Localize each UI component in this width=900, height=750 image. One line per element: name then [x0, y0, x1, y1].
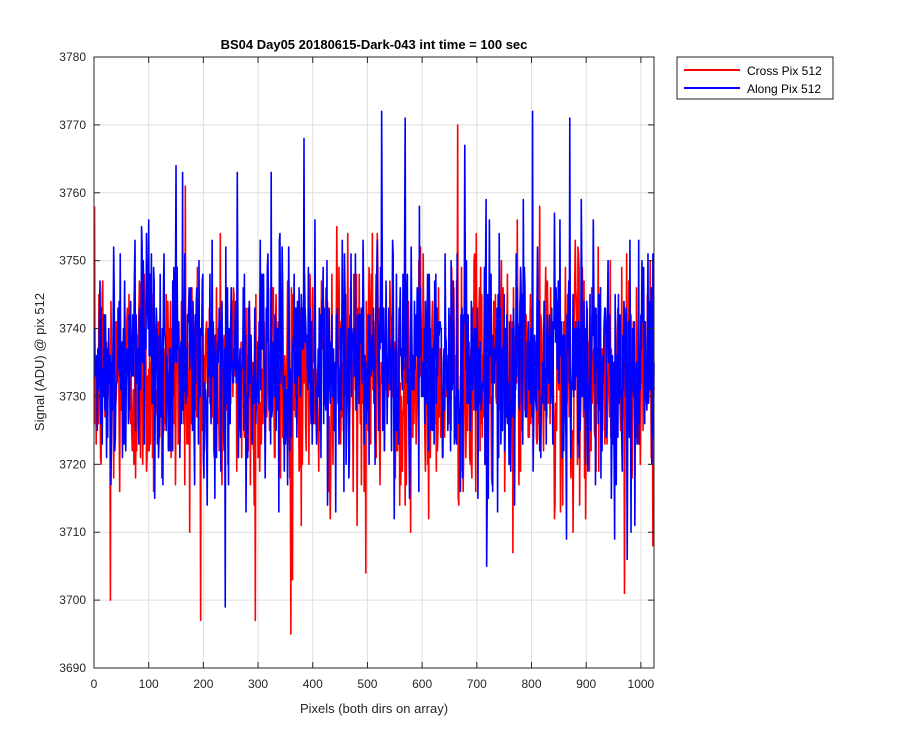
y-tick-label: 3760	[59, 186, 86, 200]
legend-label-cross: Cross Pix 512	[747, 64, 822, 78]
series-line-along-pix	[93, 110, 655, 608]
y-tick-label: 3690	[59, 661, 86, 675]
x-tick-label: 700	[467, 677, 487, 691]
chart-title: BS04 Day05 20180615-Dark-043 int time = …	[221, 37, 528, 52]
y-tick-label: 3750	[59, 254, 86, 268]
legend-box	[676, 56, 834, 100]
legend: Cross Pix 512 Along Pix 512	[676, 56, 834, 100]
x-tick-label: 400	[303, 677, 323, 691]
x-tick-label: 500	[357, 677, 377, 691]
y-tick-label: 3740	[59, 322, 86, 336]
y-tick-label: 3730	[59, 389, 86, 403]
x-tick-label: 0	[91, 677, 98, 691]
y-tick-label: 3780	[59, 50, 86, 64]
x-tick-label: 600	[412, 677, 432, 691]
y-tick-label: 3720	[59, 457, 86, 471]
x-tick-label: 900	[576, 677, 596, 691]
x-tick-label: 800	[521, 677, 541, 691]
legend-label-along: Along Pix 512	[747, 82, 821, 96]
y-axis-label: Signal (ADU) @ pix 512	[32, 293, 47, 431]
x-tick-label: 200	[193, 677, 213, 691]
x-tick-label: 300	[248, 677, 268, 691]
series-layer	[93, 110, 655, 635]
x-tick-label: 100	[139, 677, 159, 691]
y-tick-label: 3700	[59, 593, 86, 607]
y-tick-label: 3710	[59, 525, 86, 539]
x-tick-label: 1000	[628, 677, 655, 691]
axes-box	[93, 56, 655, 669]
ticks	[93, 56, 654, 669]
tick-labels: 0 100 200 300 400 500 600 700 800 900 1000 3690 3700…	[59, 50, 654, 691]
y-tick-label: 3770	[59, 118, 86, 132]
x-axis-label: Pixels (both dirs on array)	[300, 701, 448, 716]
